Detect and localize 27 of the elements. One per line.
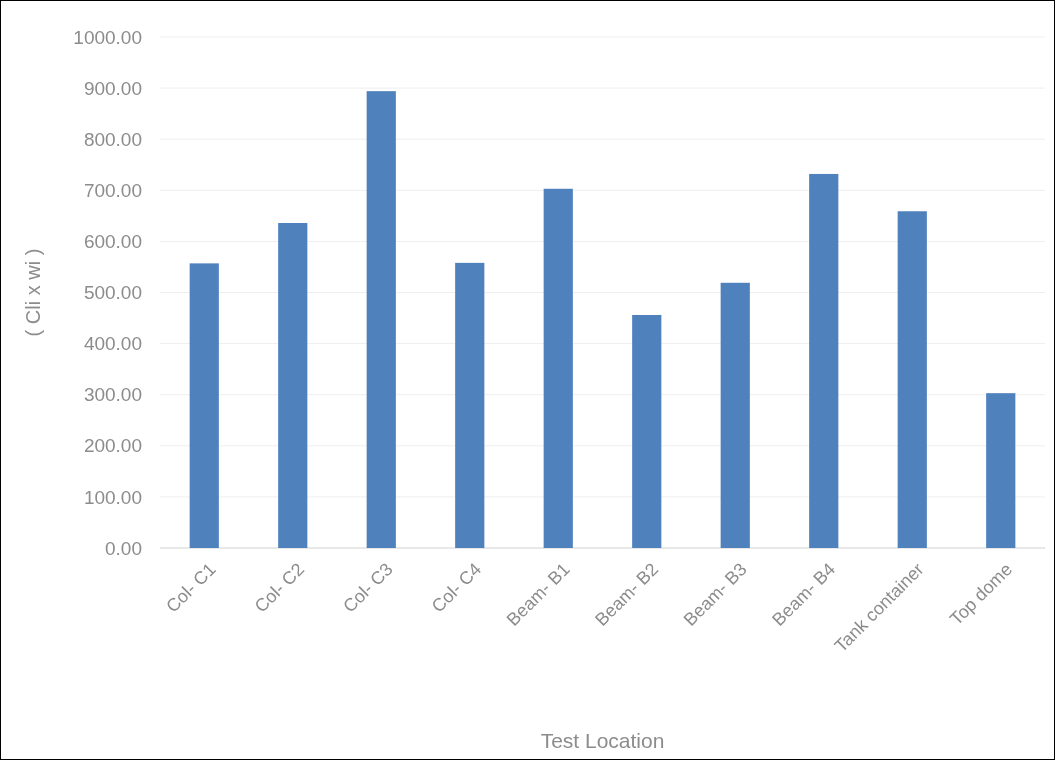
x-tick-label: Col- C4 bbox=[427, 559, 486, 617]
bar bbox=[543, 188, 573, 548]
bar bbox=[809, 173, 839, 548]
bar bbox=[366, 91, 396, 548]
bar bbox=[720, 282, 750, 548]
y-tick-label: 500.00 bbox=[83, 282, 142, 304]
x-tick-label: Col- C1 bbox=[162, 559, 220, 617]
y-tick-label: 900.00 bbox=[83, 77, 142, 99]
x-tick-label: Col- C2 bbox=[250, 559, 309, 617]
x-tick-label: Col- C3 bbox=[339, 559, 397, 617]
y-axis-title: ( Cli x wi ) bbox=[22, 248, 44, 337]
bar bbox=[455, 262, 485, 548]
y-tick-label: 200.00 bbox=[83, 435, 142, 457]
y-tick-label: 800.00 bbox=[83, 128, 142, 150]
bar bbox=[189, 263, 219, 548]
bar bbox=[986, 393, 1016, 548]
x-axis-title: Test Location bbox=[540, 729, 665, 752]
bar bbox=[632, 314, 662, 548]
bar bbox=[897, 211, 927, 548]
y-tick-label: 100.00 bbox=[83, 486, 142, 508]
y-tick-label: 700.00 bbox=[83, 179, 142, 201]
y-tick-label: 600.00 bbox=[83, 231, 142, 253]
y-tick-label: 0.00 bbox=[105, 537, 142, 559]
bar bbox=[278, 223, 308, 548]
y-tick-label: 300.00 bbox=[83, 384, 142, 406]
y-tick-label: 1000.00 bbox=[73, 26, 142, 48]
y-tick-label: 400.00 bbox=[83, 333, 142, 355]
